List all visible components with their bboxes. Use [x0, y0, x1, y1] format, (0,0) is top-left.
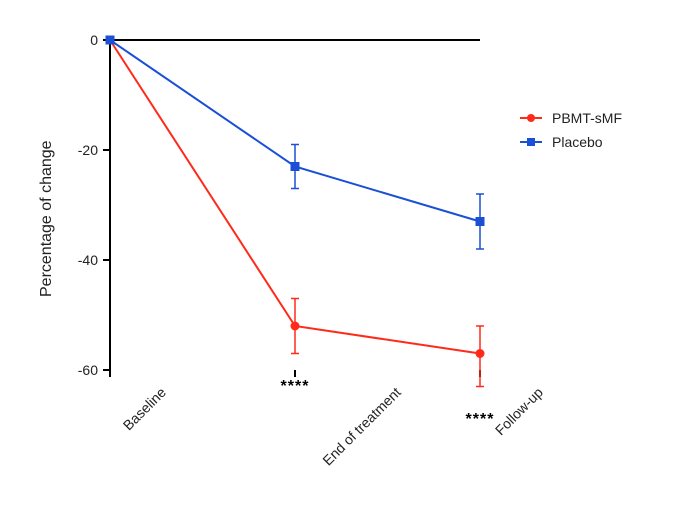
y-tick-label: -20 — [72, 142, 98, 158]
legend-item: Placebo — [520, 134, 622, 150]
legend-label: Placebo — [552, 134, 603, 150]
legend-swatch — [520, 117, 542, 119]
marker-circle-icon — [476, 350, 484, 358]
marker-square-icon — [106, 36, 114, 44]
y-tick-label: -60 — [72, 362, 98, 378]
marker-circle-icon — [291, 322, 299, 330]
marker-square-icon — [476, 218, 484, 226]
y-tick-label: -40 — [72, 252, 98, 268]
y-tick-label: 0 — [72, 32, 98, 48]
legend-swatch — [520, 141, 542, 143]
series-line — [110, 40, 480, 222]
marker-square-icon — [527, 138, 535, 146]
legend-label: PBMT-sMF — [552, 110, 622, 126]
marker-circle-icon — [527, 114, 535, 122]
marker-square-icon — [291, 163, 299, 171]
significance-marker: **** — [466, 411, 495, 429]
legend: PBMT-sMF Placebo — [520, 110, 622, 158]
legend-item: PBMT-sMF — [520, 110, 622, 126]
chart-container: Percentage of change PBMT-sMF Placebo 0 -2… — [0, 0, 677, 528]
y-axis-label: Percentage of change — [38, 141, 56, 298]
significance-marker: **** — [281, 378, 310, 396]
